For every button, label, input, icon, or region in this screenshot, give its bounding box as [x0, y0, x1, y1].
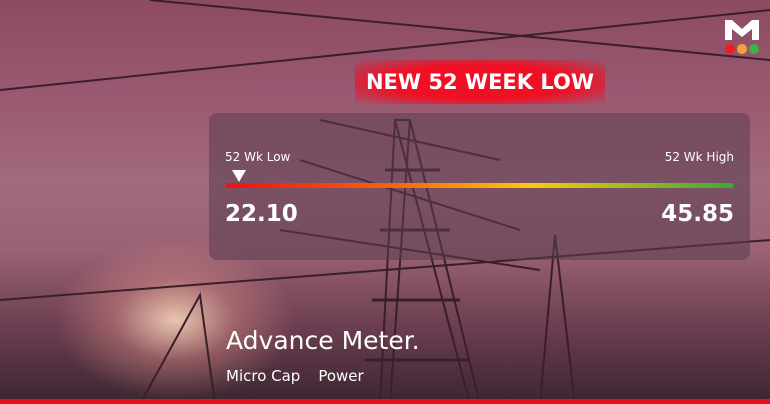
market-cap-tag: Micro Cap [226, 367, 301, 385]
current-price-marker-icon [231, 170, 246, 182]
sector-tag: Power [318, 367, 364, 385]
logo-red-dot [725, 44, 735, 54]
logo-m-icon [725, 20, 759, 40]
high-label: 52 Wk High [664, 150, 734, 164]
bottom-accent-stripe [0, 399, 770, 404]
low-label: 52 Wk Low [225, 150, 291, 164]
logo-orange-dot [737, 44, 747, 54]
range-bar [226, 170, 734, 188]
logo-green-dot [749, 44, 759, 54]
alert-banner: NEW 52 WEEK LOW [355, 60, 605, 104]
stock-tags: Micro Cap Power [226, 367, 364, 385]
high-value: 45.85 [661, 201, 734, 227]
low-value: 22.10 [225, 201, 298, 227]
brand-logo [723, 20, 763, 56]
stock-name: Advance Meter. [226, 326, 420, 355]
range-panel: 52 Wk Low 52 Wk High 22.10 45.85 [209, 113, 750, 260]
